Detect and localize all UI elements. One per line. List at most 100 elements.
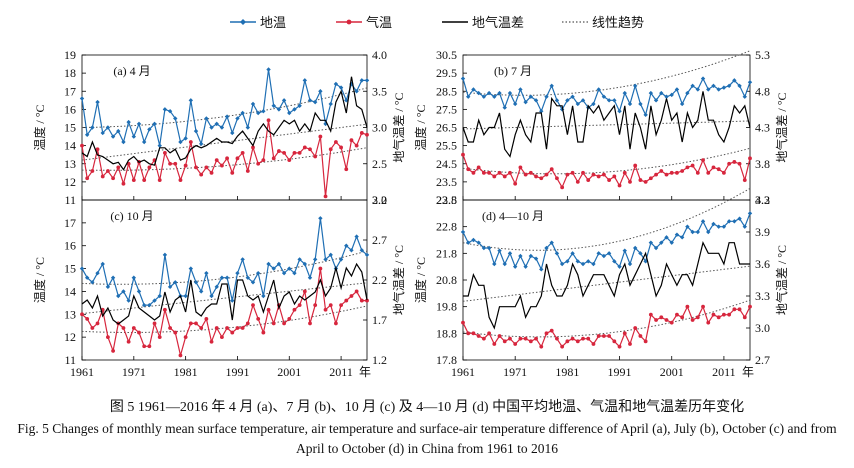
data-point-soil (648, 240, 654, 245)
left-tick-label: 28.5 (436, 84, 457, 98)
data-point-air (549, 167, 554, 172)
data-point-air (695, 315, 700, 320)
x-tick-label: 1991 (608, 365, 632, 379)
left-tick-label: 23.8 (436, 193, 457, 207)
panel-frame (81, 199, 368, 361)
data-point-soil (162, 107, 168, 112)
data-point-air (549, 328, 554, 333)
data-point-air (701, 158, 705, 163)
data-point-soil (627, 101, 633, 107)
data-point-air (121, 326, 126, 330)
data-point-air (194, 321, 198, 326)
x-tick-label: 1961 (70, 365, 94, 379)
data-point-soil (716, 87, 721, 92)
data-point-air (106, 335, 110, 340)
data-point-air (523, 172, 528, 177)
data-point-soil (471, 87, 476, 92)
data-point-soil (674, 87, 680, 92)
data-point-air (664, 172, 669, 177)
data-point-air (659, 315, 664, 320)
left-tick-label: 17.8 (436, 353, 457, 367)
data-point-soil (737, 83, 742, 89)
data-point-air (528, 170, 533, 175)
data-point-soil (204, 116, 209, 121)
data-point-air (80, 312, 84, 317)
data-point-air (722, 170, 726, 175)
legend-label-diff: 地气温差 (472, 15, 525, 30)
left-tick-label: 16 (64, 239, 76, 253)
data-point-soil (198, 289, 204, 294)
data-point-soil (209, 293, 214, 299)
data-point-air (742, 315, 747, 320)
left-tick-label: 24.5 (436, 157, 457, 171)
legend-item-soil: 地温 (230, 12, 286, 31)
data-point-air (240, 326, 245, 330)
data-point-soil (131, 275, 137, 280)
data-point-soil (539, 267, 544, 272)
data-point-air (235, 156, 240, 161)
data-point-soil (617, 264, 622, 269)
right-tick-label: 1.2 (372, 353, 387, 367)
data-point-air (481, 170, 486, 175)
data-point-soil (318, 216, 323, 221)
data-point-soil (307, 98, 313, 103)
data-point-air (722, 312, 726, 317)
left-axis-title: 温度 / °C (32, 104, 47, 150)
data-point-air (622, 331, 627, 336)
data-point-air (539, 176, 544, 181)
left-axis-title: 温度 / °C (32, 257, 47, 303)
data-point-air (199, 172, 204, 177)
left-tick-label: 20.8 (436, 273, 457, 287)
data-point-air (513, 181, 518, 186)
data-point-soil (364, 78, 370, 83)
data-point-air (90, 326, 95, 330)
right-tick-label: 2.7 (755, 353, 770, 367)
data-point-soil (486, 245, 492, 251)
right-axis-title: 地气温差 / °C (391, 92, 406, 162)
data-point-soil (700, 219, 706, 224)
data-point-soil (580, 98, 586, 103)
data-point-air (638, 334, 643, 338)
data-point-soil (726, 83, 732, 89)
data-point-air (685, 304, 690, 309)
right-tick-label: 4.2 (755, 193, 770, 207)
data-point-soil (706, 87, 711, 92)
trend-line-air (462, 299, 751, 338)
data-point-soil (116, 293, 121, 299)
data-point-soil (219, 125, 225, 130)
data-point-air (528, 339, 533, 344)
data-point-air (544, 331, 549, 336)
data-point-air (256, 161, 261, 166)
data-point-air (292, 307, 297, 312)
data-point-air (523, 336, 528, 341)
data-point-air (245, 321, 250, 326)
data-point-air (617, 183, 622, 188)
left-tick-label: 23.5 (436, 175, 457, 189)
data-point-air (628, 342, 632, 346)
series-line-soil (462, 213, 751, 272)
data-point-soil (685, 224, 690, 229)
data-point-soil (711, 83, 716, 89)
data-point-soil (245, 275, 251, 280)
data-point-soil (716, 224, 721, 229)
data-point-air (502, 339, 507, 344)
data-point-soil (591, 101, 596, 107)
data-point-air (570, 170, 575, 175)
data-point-soil (726, 219, 732, 224)
data-point-soil (643, 112, 648, 118)
trend-line-soil (81, 250, 368, 285)
data-point-soil (690, 83, 695, 89)
data-point-air (612, 174, 617, 179)
data-point-soil (141, 302, 147, 308)
legend-label-soil: 地温 (260, 15, 287, 30)
data-point-soil (240, 110, 245, 116)
data-point-air (354, 143, 359, 148)
data-point-soil (162, 252, 168, 258)
data-point-air (188, 321, 193, 326)
data-point-air (251, 145, 255, 150)
data-point-air (481, 336, 486, 341)
data-point-air (297, 303, 302, 308)
data-point-air (349, 138, 354, 143)
data-point-soil (492, 94, 497, 99)
x-axis-suffix: 年 (359, 365, 371, 379)
